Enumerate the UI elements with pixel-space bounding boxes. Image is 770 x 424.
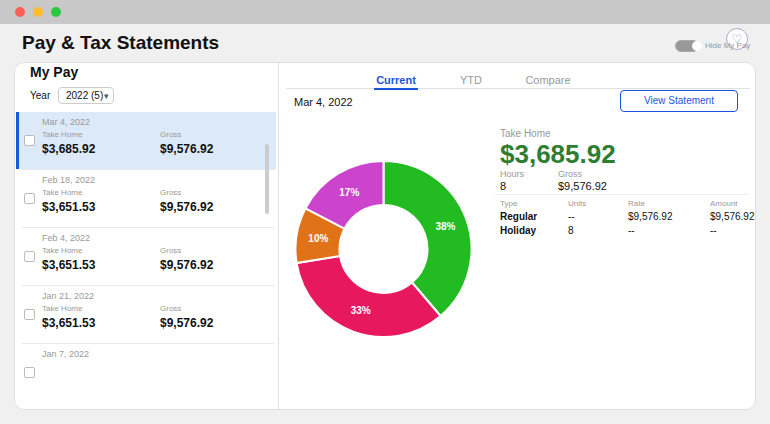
html-text:Type: Type <box>500 199 518 208</box>
html-text:Take Home: Take Home <box>42 246 83 255</box>
html-text:$9,576.92: $9,576.92 <box>160 142 214 156</box>
html-text:8: 8 <box>500 179 507 192</box>
html-text:Jan 21, 2022: Jan 21, 2022 <box>42 290 94 301</box>
svg-text:33%: 33% <box>351 305 371 316</box>
html-text:Feb 18, 2022: Feb 18, 2022 <box>42 174 95 185</box>
html-text:$3,651.53: $3,651.53 <box>42 200 96 214</box>
html-text:$3,685.92: $3,685.92 <box>500 139 616 169</box>
html-text:Feb 4, 2022: Feb 4, 2022 <box>42 232 90 243</box>
svg-text:38%: 38% <box>435 221 455 232</box>
html-text:Amount: Amount <box>710 199 738 208</box>
html-text:Holiday: Holiday <box>500 225 537 236</box>
html-text:View Statement: View Statement <box>644 95 714 106</box>
html-text:$9,576.92: $9,576.92 <box>160 316 214 330</box>
html-text:Pay & Tax Statements: Pay & Tax Statements <box>22 31 220 53</box>
html-text:$9,576.92: $9,576.92 <box>160 200 214 214</box>
html-text:Gross: Gross <box>160 188 182 197</box>
html-text:Take Home: Take Home <box>42 130 83 139</box>
html-text:Year: Year <box>30 90 51 101</box>
html-text:Current: Current <box>376 73 416 86</box>
html-text:Take Home: Take Home <box>42 304 83 313</box>
html-text:$9,576.92: $9,576.92 <box>160 258 214 272</box>
svg-text:17%: 17% <box>339 187 359 198</box>
html-text:Mar 4, 2022: Mar 4, 2022 <box>42 116 90 127</box>
html-text:$9,576.92: $9,576.92 <box>628 211 673 222</box>
html-text:Mar 4, 2022: Mar 4, 2022 <box>294 95 353 108</box>
html-text:Hide My Pay: Hide My Pay <box>705 41 751 50</box>
html-text:Jan 7, 2022: Jan 7, 2022 <box>42 348 89 359</box>
html-text:YTD: YTD <box>460 73 482 86</box>
html-text:$3,651.53: $3,651.53 <box>42 258 96 272</box>
html-text:Gross: Gross <box>160 246 182 255</box>
html-text:Take Home: Take Home <box>500 128 551 139</box>
html-text:Take Home: Take Home <box>42 188 83 197</box>
html-text:Rate: Rate <box>628 199 645 208</box>
html-text:Gross: Gross <box>160 304 182 313</box>
html-text:Gross: Gross <box>558 168 582 179</box>
html-text:My Pay: My Pay <box>30 64 79 80</box>
html-text:$9,576.92: $9,576.92 <box>710 211 755 222</box>
html-text:2022 (5) ▾: 2022 (5) ▾ <box>66 90 109 101</box>
html-text:Gross: Gross <box>160 130 182 139</box>
html-text:Regular: Regular <box>500 211 538 222</box>
html-text:Hours: Hours <box>500 168 524 179</box>
html-text:$9,576.92: $9,576.92 <box>558 179 607 192</box>
html-text:8: 8 <box>568 225 574 236</box>
svg-text:10%: 10% <box>308 233 328 244</box>
html-text:$3,685.92: $3,685.92 <box>42 142 96 156</box>
html-text:Units: Units <box>568 199 587 208</box>
html-text:Compare: Compare <box>525 73 571 86</box>
html-text:$3,651.53: $3,651.53 <box>42 316 96 330</box>
